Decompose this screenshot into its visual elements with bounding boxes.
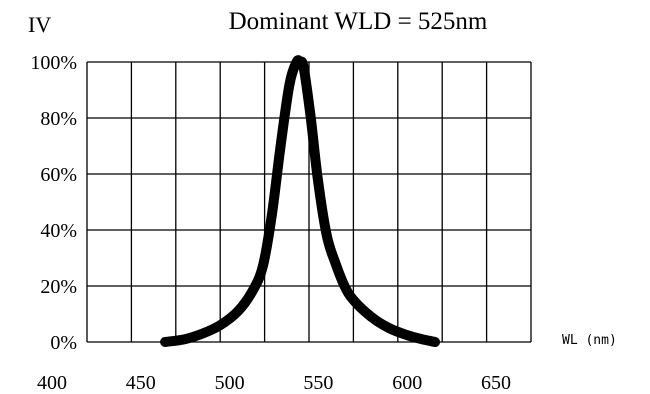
x-tick-label: 450 xyxy=(126,372,156,394)
chart-title: Dominant WLD = 525nm xyxy=(229,8,488,35)
y-axis-label: IV xyxy=(28,12,51,37)
x-axis-label: WL (nm) xyxy=(562,333,617,348)
y-tick-label: 60% xyxy=(40,164,77,186)
x-tick-label: 500 xyxy=(215,372,245,394)
x-tick-label: 550 xyxy=(303,372,333,394)
y-tick-label: 0% xyxy=(50,332,77,354)
y-tick-label: 40% xyxy=(40,220,77,242)
y-tick-label: 80% xyxy=(40,108,77,130)
x-tick-label: 600 xyxy=(392,372,422,394)
x-tick-label: 650 xyxy=(481,372,511,394)
series-line xyxy=(160,55,441,347)
y-tick-label: 20% xyxy=(40,276,77,298)
tick-labels: 0% 20% 40% 60% 80% 100% 400 450 500 550 600 650 xyxy=(30,52,511,394)
x-tick-label: 400 xyxy=(37,372,67,394)
y-tick-label: 100% xyxy=(30,52,77,74)
